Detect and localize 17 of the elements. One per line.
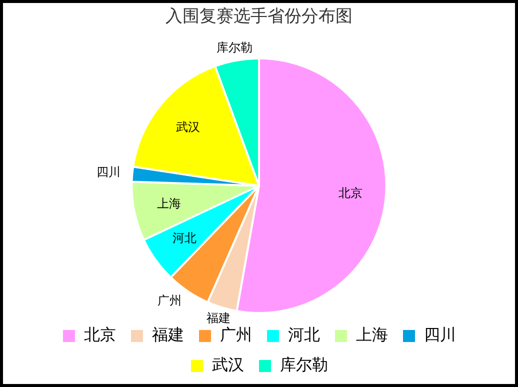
slice-label: 福建 — [206, 311, 230, 326]
legend-label: 库尔勒 — [280, 355, 328, 374]
slice-label: 上海 — [157, 196, 182, 210]
legend-label: 广州 — [220, 325, 252, 344]
slice-label: 北京 — [338, 186, 362, 200]
legend-label: 河北 — [288, 325, 320, 344]
slice-label: 河北 — [172, 231, 197, 246]
slice-label: 武汉 — [176, 120, 200, 134]
slice-label: 广州 — [157, 294, 182, 308]
legend-label: 武汉 — [212, 355, 244, 374]
chart-title: 入围复赛选手省份分布图 — [166, 6, 352, 27]
legend-label: 四川 — [424, 325, 456, 344]
legend-label: 福建 — [152, 325, 184, 344]
slice-label: 库尔勒 — [216, 40, 253, 55]
legend-label: 上海 — [356, 325, 388, 344]
legend-label: 北京 — [84, 325, 116, 344]
slice-label: 四川 — [96, 165, 120, 180]
